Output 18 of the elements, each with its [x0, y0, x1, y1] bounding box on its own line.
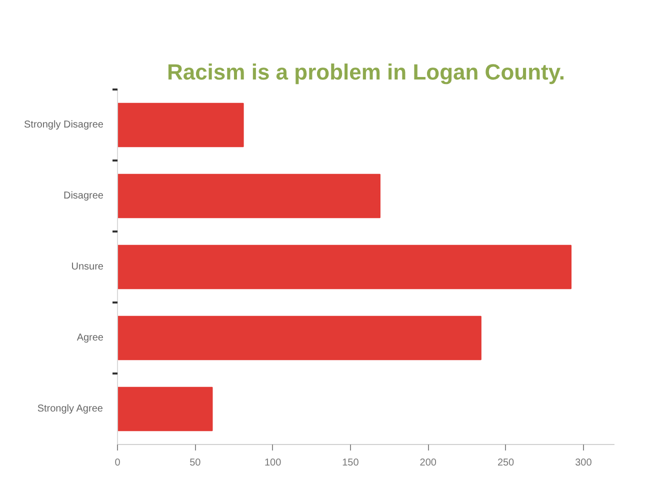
y-tick-label: Strongly Disagree [24, 120, 104, 130]
x-tick-label: 250 [497, 458, 515, 468]
y-tick-label: Agree [76, 332, 104, 344]
bar [118, 316, 482, 360]
x-tick-label: 50 [190, 458, 202, 468]
x-tick-label: 300 [575, 458, 592, 468]
x-tick-label: 100 [264, 458, 282, 468]
bar [118, 244, 572, 290]
bar [118, 102, 244, 148]
chart-title: Racism is a problem in Logan County. [166, 60, 566, 84]
bar [118, 174, 380, 218]
x-tick-label: 200 [420, 458, 437, 468]
y-tick-label: Strongly Agree [37, 404, 104, 414]
x-tick-label: 150 [342, 458, 360, 468]
x-tick-label: 0 [114, 458, 121, 468]
y-tick-label: Unsure [71, 262, 104, 272]
bar [118, 386, 213, 432]
y-tick-label: Disagree [63, 190, 104, 202]
